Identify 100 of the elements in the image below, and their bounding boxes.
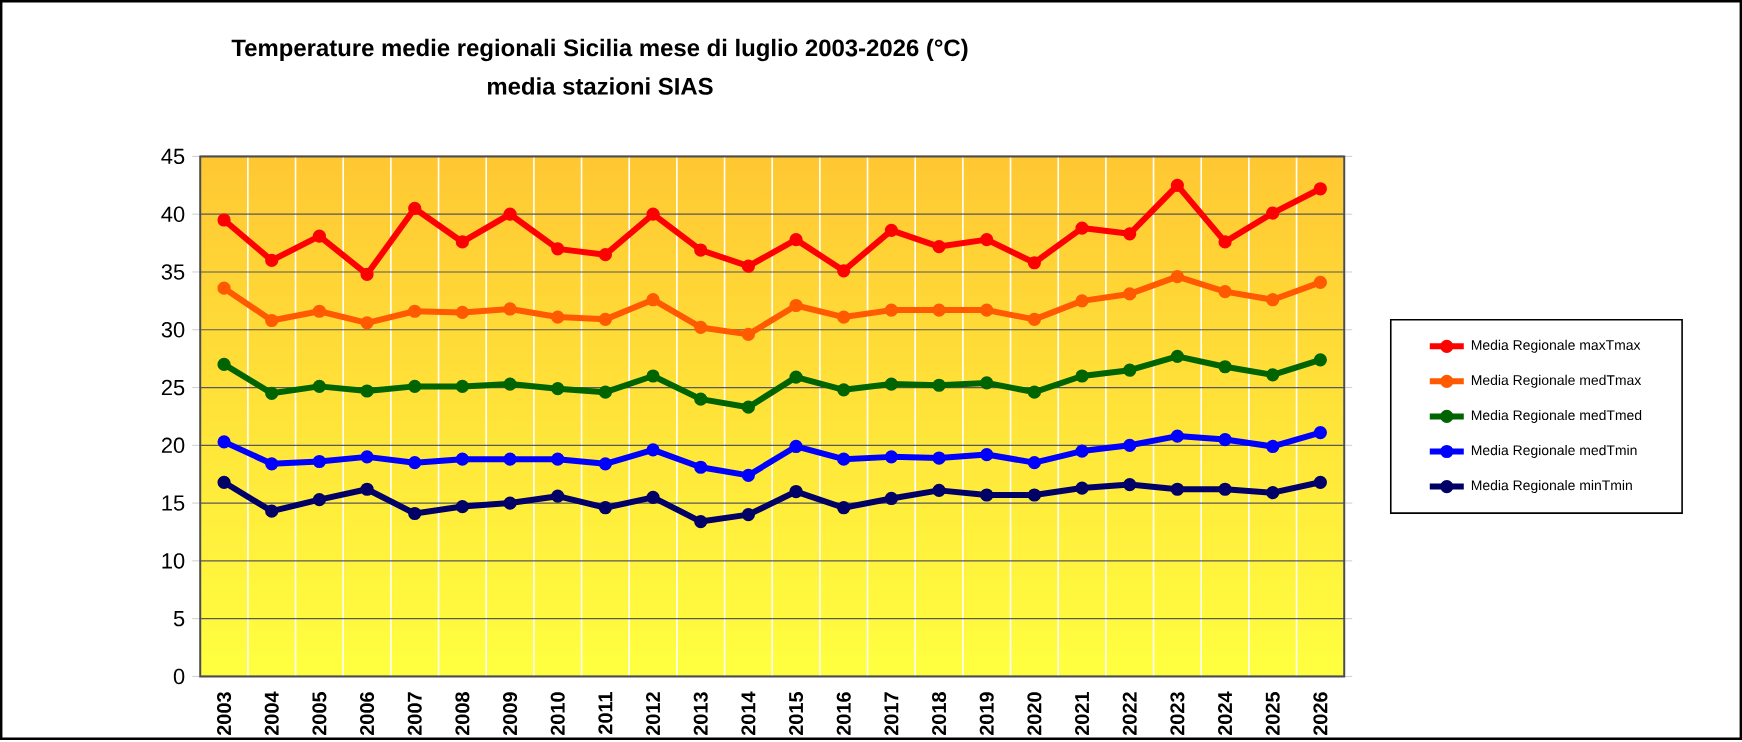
point — [265, 456, 279, 471]
point — [1075, 444, 1089, 458]
point — [455, 499, 469, 513]
point — [932, 378, 946, 392]
point — [1313, 352, 1327, 367]
point — [980, 303, 994, 317]
y-tick-label: 30 — [161, 321, 185, 338]
point — [1075, 481, 1089, 495]
point — [741, 468, 755, 482]
point — [1170, 349, 1184, 363]
point — [884, 223, 898, 237]
x-tick-label: 2006 — [360, 691, 375, 735]
point — [503, 302, 517, 316]
point — [980, 376, 994, 390]
y-tick-label: 45 — [161, 148, 185, 164]
point — [884, 491, 898, 505]
point — [408, 304, 422, 318]
point — [789, 484, 803, 498]
point — [646, 443, 660, 457]
point — [503, 207, 517, 221]
point — [1218, 359, 1232, 374]
point — [789, 439, 803, 453]
point — [360, 267, 374, 281]
point — [1123, 287, 1137, 301]
point — [980, 447, 994, 461]
point — [837, 500, 851, 515]
point — [1123, 227, 1137, 241]
point — [503, 496, 517, 510]
point — [884, 450, 898, 464]
point — [265, 504, 279, 518]
point — [646, 292, 660, 307]
point — [1027, 455, 1041, 470]
y-tick-label: 40 — [161, 206, 185, 222]
point — [551, 242, 565, 256]
x-tick-label: 2019 — [979, 692, 994, 735]
x-tick-label: 2014 — [741, 691, 756, 735]
point — [408, 201, 422, 215]
x-tick-label: 2004 — [264, 691, 279, 735]
point — [265, 386, 279, 400]
y-tick-label: 15 — [162, 495, 185, 511]
point — [408, 506, 422, 520]
point — [551, 489, 565, 503]
point — [408, 455, 422, 470]
point — [455, 379, 469, 393]
point — [455, 452, 469, 466]
x-tick-label: 2024 — [1218, 691, 1233, 735]
point — [1075, 221, 1089, 235]
point — [265, 313, 279, 327]
x-tick-label: 2005 — [312, 691, 327, 735]
point — [1218, 482, 1232, 496]
x-tick-label: 2025 — [1265, 691, 1280, 735]
point — [1123, 363, 1137, 377]
point — [598, 456, 612, 471]
point — [1075, 294, 1089, 308]
point — [789, 232, 803, 247]
point — [551, 310, 565, 324]
y-tick-label: 35 — [161, 264, 185, 280]
x-tick-label: 2003 — [216, 691, 232, 735]
point — [980, 488, 994, 502]
point — [551, 381, 565, 396]
point — [598, 247, 612, 262]
point — [1027, 255, 1041, 270]
point — [789, 298, 803, 312]
x-tick-label: 2023 — [1170, 691, 1185, 735]
x-tick-label: 2010 — [550, 692, 565, 735]
point — [1218, 432, 1232, 446]
point — [360, 482, 374, 496]
point — [312, 492, 326, 507]
chart-subtitle: media stazioni SIAS — [487, 77, 713, 95]
x-tick-label: 2016 — [836, 691, 851, 735]
x-tick-label: 2009 — [503, 692, 518, 735]
point — [741, 327, 755, 341]
point — [408, 379, 422, 393]
point — [360, 450, 374, 464]
point — [360, 316, 374, 330]
point — [1266, 368, 1280, 382]
point — [1266, 485, 1280, 500]
point — [360, 384, 374, 398]
y-tick-label: 5 — [173, 610, 185, 627]
point — [1170, 429, 1184, 443]
point — [646, 490, 660, 504]
point — [312, 454, 326, 468]
point — [884, 303, 898, 317]
x-tick-label: 2026 — [1313, 691, 1328, 735]
x-tick-label: 2007 — [407, 692, 422, 735]
point — [694, 320, 708, 334]
point — [884, 377, 898, 391]
point — [217, 357, 231, 371]
point — [217, 475, 231, 489]
point — [741, 259, 755, 273]
y-tick-label: 0 — [173, 668, 185, 684]
point — [598, 385, 612, 399]
point — [1027, 312, 1041, 326]
point — [1266, 206, 1280, 220]
point — [217, 281, 231, 295]
point — [1266, 439, 1280, 453]
point — [646, 207, 660, 221]
point — [694, 460, 708, 474]
point — [503, 377, 517, 391]
point — [741, 507, 755, 522]
